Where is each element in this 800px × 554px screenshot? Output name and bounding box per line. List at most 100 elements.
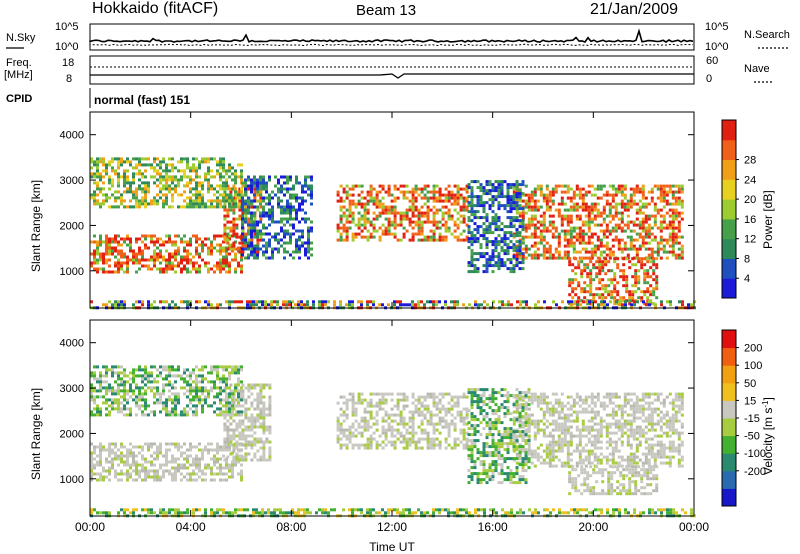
echo-cell (198, 463, 201, 467)
echo-cell (241, 232, 244, 236)
echo-cell (237, 246, 240, 250)
echo-cell (283, 217, 286, 221)
noise-panel: N.Sky 10^5 10^0 10^5 10^0 N.Search (6, 21, 790, 53)
echo-cell (162, 240, 165, 244)
echo-cell (456, 395, 460, 399)
echo-cell (132, 181, 135, 185)
echo-cell (551, 419, 555, 423)
echo-cell (384, 190, 388, 194)
echo-cell (566, 232, 570, 236)
echo-cell (429, 422, 433, 426)
echo-cell (207, 252, 210, 256)
echo-cell (369, 184, 373, 188)
echo-cell (601, 284, 605, 288)
echo-cell (369, 416, 373, 420)
echo-cell (601, 278, 605, 282)
echo-cell (342, 226, 346, 230)
echo-cell (641, 238, 645, 242)
echo-cell (655, 296, 659, 300)
echo-cell (623, 241, 627, 245)
echo-cell (153, 469, 156, 473)
echo-cell (144, 169, 147, 173)
echo-cell (144, 157, 147, 161)
echo-cell (264, 300, 267, 304)
echo-cell (174, 469, 177, 473)
echo-cell (617, 190, 621, 194)
echo-cell (577, 263, 581, 267)
echo-cell (99, 454, 102, 458)
echo-cell (259, 187, 262, 191)
echo-cell (192, 157, 195, 161)
echo-cell (572, 398, 576, 402)
echo-cell (605, 229, 609, 233)
echo-cell (432, 440, 436, 444)
echo-cell (551, 446, 555, 450)
echo-cell (237, 460, 240, 464)
echo-cell (280, 238, 283, 242)
echo-cell (301, 232, 304, 236)
echo-cell (587, 190, 591, 194)
echo-cell (557, 443, 561, 447)
echo-cell (250, 383, 254, 387)
echo-cell (587, 184, 591, 188)
echo-cell (223, 226, 227, 230)
echo-cell (470, 201, 474, 205)
echo-cell (288, 300, 291, 304)
echo-cell (258, 300, 261, 304)
echo-cell (195, 460, 198, 464)
echo-cell (665, 190, 669, 194)
echo-cell (186, 267, 189, 271)
echo-cell (572, 449, 576, 453)
echo-cell (488, 228, 492, 232)
echo-cell (581, 187, 585, 191)
echo-cell (210, 249, 213, 253)
echo-cell (646, 275, 650, 279)
echo-cell (616, 290, 620, 294)
echo-cell (584, 241, 588, 245)
echo-cell (283, 211, 286, 215)
echo-cell (614, 238, 618, 242)
echo-cell (223, 190, 227, 194)
echo-cell (593, 187, 597, 191)
echo-cell (654, 303, 657, 307)
echo-cell (414, 440, 418, 444)
echo-cell (186, 460, 189, 464)
echo-cell (542, 229, 546, 233)
echo-cell (479, 186, 483, 190)
echo-cell (237, 472, 240, 476)
echo-cell (482, 207, 486, 211)
echo-cell (444, 223, 448, 227)
echo-cell (378, 226, 382, 230)
echo-cell (518, 183, 522, 187)
echo-cell (432, 446, 436, 450)
echo-cell (228, 202, 231, 206)
echo-cell (503, 240, 507, 244)
echo-cell (247, 253, 250, 257)
echo-cell (560, 217, 564, 221)
echo-cell (647, 214, 651, 218)
echo-cell (216, 160, 219, 164)
echo-cell (307, 184, 310, 188)
echo-cell (506, 189, 510, 193)
echo-cell (533, 395, 537, 399)
echo-cell (222, 160, 225, 164)
echo-cell (120, 175, 123, 179)
echo-cell (244, 205, 248, 209)
echo-cell (641, 241, 645, 245)
echo-cell (228, 193, 231, 197)
echo-cell (420, 300, 423, 304)
echo-cell (189, 454, 192, 458)
echo-cell (271, 256, 274, 260)
echo-cell (633, 300, 636, 304)
echo-cell (476, 237, 480, 241)
echo-cell (671, 229, 675, 233)
echo-cell (444, 235, 448, 239)
echo-cell (542, 217, 546, 221)
echo-cell (174, 190, 177, 194)
echo-cell (195, 466, 198, 470)
echo-cell (611, 184, 615, 188)
echo-cell (286, 187, 289, 191)
echo-cell (162, 300, 165, 304)
echo-cell (444, 425, 448, 429)
echo-cell (595, 272, 599, 276)
